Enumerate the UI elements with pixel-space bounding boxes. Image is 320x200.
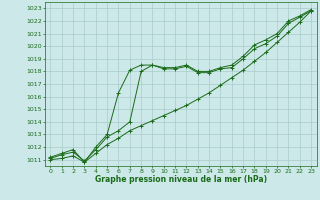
X-axis label: Graphe pression niveau de la mer (hPa): Graphe pression niveau de la mer (hPa) bbox=[95, 175, 267, 184]
